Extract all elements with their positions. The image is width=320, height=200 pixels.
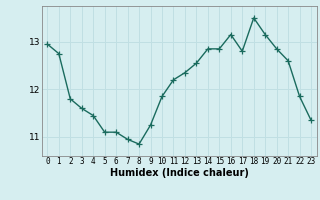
X-axis label: Humidex (Indice chaleur): Humidex (Indice chaleur) [110, 168, 249, 178]
